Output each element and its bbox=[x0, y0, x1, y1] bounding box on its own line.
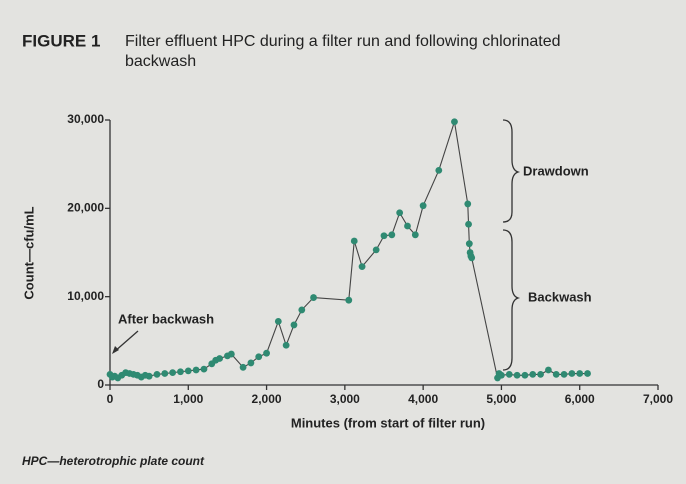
data-point bbox=[345, 296, 353, 304]
data-point bbox=[419, 202, 427, 210]
x-tick-label: 0 bbox=[107, 392, 114, 406]
data-point bbox=[468, 254, 476, 262]
y-tick-label: 10,000 bbox=[67, 289, 104, 303]
data-point bbox=[464, 200, 472, 208]
x-tick-label: 2,000 bbox=[252, 392, 282, 406]
data-point bbox=[310, 294, 317, 301]
data-point bbox=[372, 246, 380, 254]
data-point bbox=[537, 371, 544, 378]
data-point bbox=[239, 363, 247, 371]
data-point bbox=[529, 371, 537, 378]
brace bbox=[502, 229, 521, 371]
data-point bbox=[247, 359, 255, 367]
x-tick-label: 4,000 bbox=[408, 392, 438, 406]
data-point bbox=[216, 355, 224, 362]
y-axis-label: Count—cfu/mL bbox=[21, 206, 36, 299]
data-point bbox=[192, 366, 200, 374]
data-point bbox=[161, 370, 169, 377]
data-point bbox=[282, 341, 290, 349]
data-point bbox=[177, 368, 184, 376]
data-point bbox=[498, 371, 505, 379]
data-point bbox=[184, 367, 192, 375]
data-point bbox=[465, 240, 473, 248]
x-axis-label: Minutes (from start of filter run) bbox=[291, 415, 485, 430]
y-tick-label: 0 bbox=[97, 377, 104, 391]
data-point bbox=[568, 370, 576, 377]
data-point bbox=[274, 318, 282, 325]
data-point bbox=[227, 350, 235, 358]
data-point bbox=[576, 370, 584, 377]
annotation: Drawdown bbox=[523, 163, 589, 178]
chart-title: Filter effluent HPC during a filter run … bbox=[125, 33, 561, 50]
annotation: Backwash bbox=[528, 289, 592, 304]
x-tick-label: 5,000 bbox=[486, 392, 516, 406]
brace bbox=[502, 119, 521, 223]
x-tick-label: 6,000 bbox=[565, 392, 595, 406]
data-point bbox=[545, 366, 552, 374]
data-point bbox=[396, 209, 404, 217]
data-point bbox=[404, 222, 411, 230]
data-point bbox=[153, 371, 161, 378]
data-point bbox=[358, 263, 366, 271]
data-point bbox=[350, 237, 358, 245]
data-point bbox=[451, 118, 458, 126]
arrow-head bbox=[112, 346, 119, 354]
data-point bbox=[169, 369, 177, 377]
data-point bbox=[145, 372, 153, 380]
data-point bbox=[513, 371, 521, 379]
data-point bbox=[521, 371, 529, 379]
data-point bbox=[200, 365, 208, 373]
arrow bbox=[113, 330, 139, 353]
data-point bbox=[435, 166, 443, 174]
data-point bbox=[560, 371, 568, 378]
data-point bbox=[465, 220, 472, 228]
data-point bbox=[380, 232, 388, 240]
x-tick-label: 7,000 bbox=[643, 392, 673, 406]
data-point bbox=[290, 321, 298, 329]
x-tick-label: 3,000 bbox=[330, 392, 360, 406]
data-point bbox=[255, 353, 263, 361]
y-tick-label: 30,000 bbox=[67, 112, 104, 126]
data-point bbox=[584, 370, 591, 377]
footnote: HPC—heterotrophic plate count bbox=[22, 454, 205, 468]
figure-label: FIGURE 1 bbox=[22, 31, 100, 50]
data-point bbox=[263, 349, 270, 357]
data-point bbox=[411, 231, 419, 239]
data-point bbox=[298, 306, 306, 314]
chart-title-line2: backwash bbox=[125, 53, 196, 70]
data-point bbox=[552, 371, 560, 378]
data-point bbox=[388, 231, 396, 239]
data-point bbox=[505, 371, 513, 378]
annotation: After backwash bbox=[118, 311, 214, 326]
y-tick-label: 20,000 bbox=[67, 201, 104, 215]
x-tick-label: 1,000 bbox=[173, 392, 203, 406]
